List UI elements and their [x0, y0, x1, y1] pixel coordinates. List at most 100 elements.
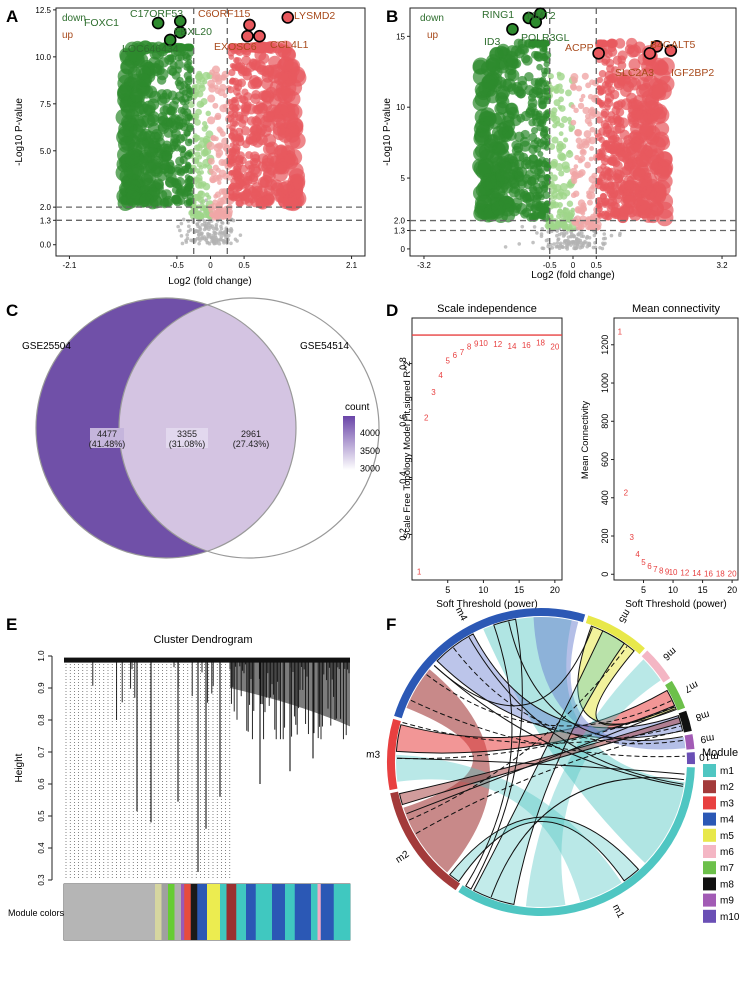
weak-point	[208, 157, 215, 165]
ns-point	[539, 232, 544, 236]
weak-point	[585, 82, 592, 89]
weak-point	[589, 146, 595, 151]
y-tick-label: 0.4	[37, 842, 46, 854]
up-point	[630, 99, 643, 111]
module-arc-label: m2	[394, 849, 412, 866]
down-point	[525, 203, 535, 212]
up-point	[595, 177, 603, 185]
up-point	[286, 162, 304, 180]
weak-point	[576, 172, 582, 179]
module-color-block	[161, 884, 169, 940]
down-point	[136, 73, 151, 87]
down-point	[161, 189, 172, 200]
weak-point	[577, 207, 585, 215]
gene-label: SLC2A3	[615, 67, 654, 79]
venn-overlap-value-box	[166, 428, 208, 448]
weak-point	[576, 143, 583, 150]
weak-point	[547, 73, 554, 80]
chord-link-line	[406, 708, 675, 815]
ns-point	[197, 241, 201, 246]
ns-point	[227, 233, 231, 238]
weak-point	[584, 217, 592, 225]
y-tick-label: 7.5	[40, 100, 52, 109]
ns-point	[202, 227, 207, 232]
up-point	[245, 151, 253, 160]
up-point	[595, 205, 603, 213]
weak-point	[551, 111, 557, 118]
power-point-label: 16	[522, 341, 531, 350]
down-point	[170, 48, 180, 57]
ns-point	[219, 224, 223, 229]
ns-point	[579, 234, 584, 238]
weak-point	[577, 199, 586, 207]
ns-point	[214, 222, 219, 227]
legend-label: m6	[720, 847, 734, 858]
down-point	[538, 118, 547, 127]
weak-point	[575, 137, 583, 144]
chord-module-arcs	[387, 608, 695, 916]
down-point	[541, 160, 548, 168]
highlighted-gene-point	[243, 18, 256, 32]
up-point	[250, 59, 262, 71]
chord-link-line	[453, 647, 684, 745]
ns-point	[585, 244, 589, 249]
chord-link-line	[410, 699, 685, 758]
chord-ribbon	[403, 669, 491, 873]
dendrogram-ticks: 0.3 0.4 0.5 0.6 0.7 0.8 0.9 1.0	[37, 650, 52, 886]
up-point	[252, 185, 263, 197]
y-tick-label: 1000	[600, 373, 610, 393]
weak-point	[567, 116, 572, 122]
up-point	[634, 178, 648, 192]
ns-point	[194, 229, 199, 233]
weak-point	[210, 134, 217, 142]
ns-point	[208, 232, 212, 237]
down-point	[514, 131, 525, 142]
weak-point	[581, 72, 589, 80]
down-point	[537, 97, 546, 105]
dendrogram-tree	[64, 657, 350, 880]
module-colors-label: Module colors	[8, 908, 65, 918]
scale-independence-xlabel: Soft Threshold (power)	[436, 599, 538, 610]
x-tick-label: -0.5	[543, 261, 557, 270]
ns-point	[520, 224, 525, 229]
x-tick-label: 20	[550, 585, 560, 595]
ns-point	[569, 234, 573, 239]
weak-point	[215, 167, 221, 173]
module-color-bar	[63, 883, 351, 941]
ns-point	[187, 224, 191, 229]
up-point	[625, 76, 638, 88]
gene-label: FOXC1	[84, 17, 119, 29]
down-point	[509, 58, 520, 69]
down-point	[543, 139, 551, 147]
weak-point	[580, 93, 586, 99]
power-point-label: 2	[624, 488, 629, 497]
venn-overlap-count: 3355	[177, 429, 197, 439]
weak-point	[575, 85, 583, 92]
module-color-block	[255, 884, 273, 940]
down-point	[185, 150, 193, 157]
x-tick-label: 0.5	[239, 261, 251, 270]
highlighted-gene-point	[163, 33, 177, 47]
up-point	[656, 208, 674, 227]
weak-point	[220, 75, 226, 81]
ns-point	[576, 232, 581, 237]
weak-point	[222, 103, 228, 110]
up-point	[287, 182, 304, 199]
module-color-block	[320, 884, 335, 940]
up-point	[226, 159, 235, 168]
weak-point	[558, 96, 564, 103]
x-tick-label: 3.2	[716, 261, 728, 270]
up-point	[596, 76, 604, 84]
highlighted-gene-point	[281, 11, 295, 24]
up-point	[236, 175, 245, 183]
up-point	[274, 44, 289, 58]
y-tick-label: 1.3	[40, 216, 52, 225]
up-point	[248, 163, 261, 176]
up-point	[263, 111, 275, 123]
weak-point	[214, 143, 220, 148]
mean-connectivity-xlabel: Soft Threshold (power)	[625, 599, 727, 610]
up-point	[232, 189, 239, 197]
x-tick-label: 10	[668, 585, 678, 595]
x-tick-label: 15	[514, 585, 524, 595]
up-point	[624, 152, 635, 164]
